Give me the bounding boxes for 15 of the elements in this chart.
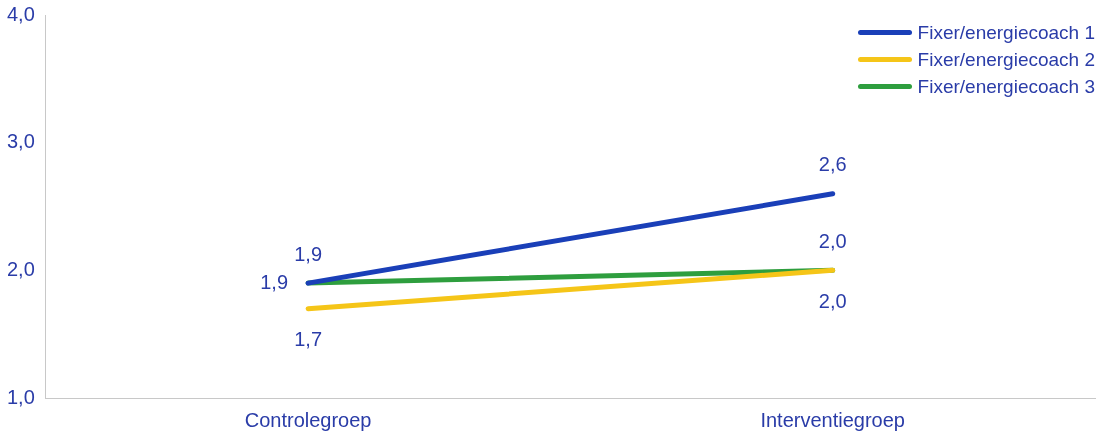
legend-label: Fixer/energiecoach 3	[917, 75, 1095, 99]
x-tick-label: Interventiegroep	[760, 408, 905, 431]
legend-label: Fixer/energiecoach 1	[917, 21, 1095, 45]
y-tick-label: 2,0	[6, 257, 35, 280]
data-label: 1,7	[294, 328, 323, 351]
data-label: 2,0	[818, 229, 847, 252]
y-tick-label: 1,0	[6, 385, 35, 408]
legend-label: Fixer/energiecoach 2	[917, 48, 1095, 72]
y-tick-label: 4,0	[6, 2, 35, 25]
data-label: 1,9	[294, 242, 323, 265]
data-label: 1,9	[260, 270, 289, 293]
y-tick-label: 3,0	[6, 130, 35, 153]
x-tick-label: Controlegroep	[244, 408, 372, 431]
data-label: 2,6	[818, 153, 847, 176]
data-label: 2,0	[818, 289, 847, 312]
